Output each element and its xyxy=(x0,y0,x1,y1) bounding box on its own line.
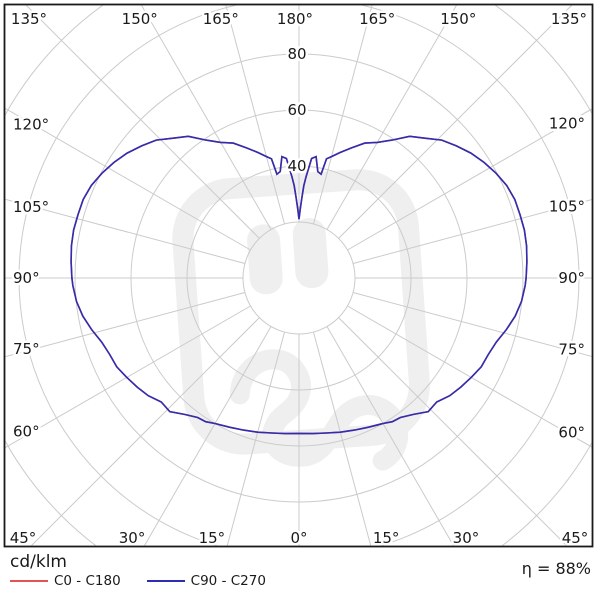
angle-label: 45° xyxy=(10,529,37,547)
grid-spoke xyxy=(313,5,373,225)
angle-label: 105° xyxy=(13,198,49,216)
angle-label: 90° xyxy=(13,269,40,287)
angle-label: 15° xyxy=(199,529,226,547)
intensity-curve-c90-c270 xyxy=(70,135,528,435)
legend-line-c90-icon xyxy=(146,580,185,582)
grid-spoke xyxy=(141,5,272,230)
grid-spoke xyxy=(5,292,246,358)
grid-spoke xyxy=(347,305,592,448)
grid-spoke xyxy=(338,317,568,546)
angle-label: 150° xyxy=(440,10,476,28)
grid-spoke xyxy=(5,107,251,251)
angle-label: 120° xyxy=(13,116,49,134)
grid-spoke xyxy=(352,292,592,357)
angle-label: 180° xyxy=(277,10,313,28)
grid-spoke xyxy=(326,326,455,546)
polar-chart: 40 60 80 0° 15° 15° 30° 30° 45° 45° 60° 60° 75° 75° 90… xyxy=(3,3,594,548)
radial-label: 80 xyxy=(287,45,306,63)
angle-label: 90° xyxy=(558,269,585,287)
angle-label: 75° xyxy=(558,340,585,358)
angle-label: 105° xyxy=(549,198,585,216)
grid-spoke xyxy=(226,331,285,546)
grid-spoke xyxy=(347,108,592,251)
radial-label: 60 xyxy=(287,101,306,119)
grid-spoke xyxy=(143,326,272,546)
efficiency-label: η = 88% xyxy=(521,559,591,578)
legend: C0 - C180 C90 - C270 xyxy=(10,573,292,589)
angle-label: 30° xyxy=(453,529,480,547)
grid-spoke xyxy=(338,5,573,239)
angle-label: 75° xyxy=(13,340,40,358)
grid-spoke xyxy=(5,305,251,449)
grid-spoke xyxy=(326,5,457,230)
angle-label: 165° xyxy=(359,10,395,28)
grid-spoke xyxy=(30,317,260,546)
angle-label: 30° xyxy=(119,529,146,547)
chart-frame xyxy=(3,3,594,548)
angle-label: 150° xyxy=(122,10,158,28)
legend-label-c90: C90 - C270 xyxy=(190,573,266,589)
polar-grid xyxy=(5,5,592,546)
angle-label: 45° xyxy=(562,529,589,547)
angle-label: 165° xyxy=(203,10,239,28)
angle-label: 0° xyxy=(290,529,307,547)
angle-label: 60° xyxy=(13,422,40,440)
grid-spoke xyxy=(313,331,372,546)
angle-label: 120° xyxy=(549,114,585,132)
legend-label-c0: C0 - C180 xyxy=(54,573,121,589)
grid-spoke xyxy=(352,199,592,264)
watermark-logo xyxy=(172,169,430,471)
grid-spoke xyxy=(25,5,260,239)
unit-label: cd/klm xyxy=(10,552,67,572)
grid-spoke xyxy=(5,198,246,264)
angle-label: 135° xyxy=(11,10,47,28)
radial-label: 40 xyxy=(287,157,306,175)
legend-line-c0-icon xyxy=(10,580,48,582)
angle-label: 135° xyxy=(551,10,587,28)
angle-label: 15° xyxy=(373,529,400,547)
grid-spoke xyxy=(225,5,285,225)
angle-label: 60° xyxy=(558,424,585,442)
